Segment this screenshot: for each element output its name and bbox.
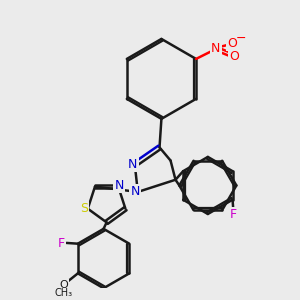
Text: O: O: [227, 37, 237, 50]
Text: S: S: [80, 202, 88, 215]
Text: −: −: [236, 32, 246, 44]
Text: F: F: [230, 208, 237, 221]
Text: F: F: [58, 237, 65, 250]
Text: N: N: [130, 185, 140, 198]
Text: O: O: [229, 50, 238, 63]
Text: N: N: [114, 178, 124, 192]
Text: CH₃: CH₃: [54, 288, 73, 298]
Text: O: O: [59, 280, 68, 290]
Text: N: N: [211, 42, 220, 55]
Text: N: N: [128, 158, 138, 171]
